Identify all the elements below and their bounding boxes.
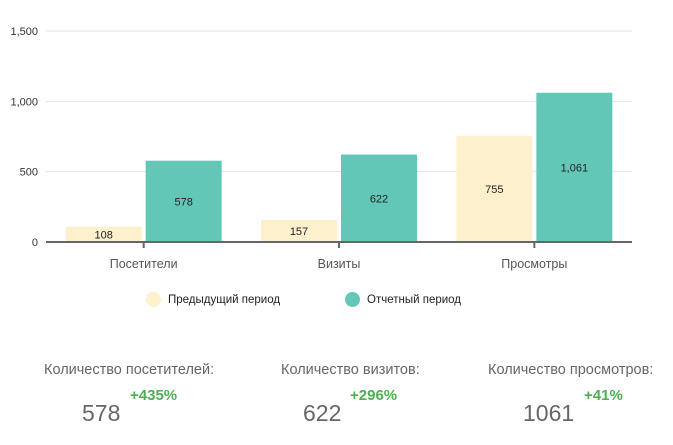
- legend-label-current: Отчетный период: [367, 293, 462, 306]
- x-tick-label: Просмотры: [501, 257, 567, 271]
- stat-visitors-change: +435%: [130, 387, 178, 404]
- x-tick-label: Посетители: [110, 257, 178, 271]
- bar-previous: [65, 226, 142, 242]
- x-tick-label: Визиты: [318, 257, 361, 271]
- y-tick-label: 1,500: [10, 26, 38, 38]
- stat-views: Количество просмотров: 1061 +41%: [488, 362, 654, 426]
- stat-visits: Количество визитов: 622 +296%: [281, 362, 420, 426]
- bar-previous: [456, 135, 533, 242]
- bar-data-label: 578: [174, 196, 192, 208]
- y-tick-label: 500: [20, 167, 38, 179]
- stat-visitors-label: Количество посетителей:: [44, 362, 215, 378]
- legend-item-current[interactable]: Отчетный период: [345, 292, 461, 307]
- bar-current: [341, 154, 417, 242]
- stat-views-value: 1061: [523, 400, 575, 426]
- legend-dot-previous: [146, 292, 161, 307]
- bar-current: [145, 160, 222, 242]
- bar-data-label: 622: [370, 193, 388, 205]
- bar-chart: 0 500 1,000 1,500 108 578 157 622 755 1,061 Посети…: [10, 26, 632, 271]
- bar-data-label: 1,061: [561, 162, 589, 174]
- stat-visits-label: Количество визитов:: [281, 362, 420, 378]
- bar-data-label: 157: [290, 226, 308, 238]
- legend-label-previous: Предыдущий период: [168, 293, 281, 306]
- stat-visits-value: 622: [303, 400, 342, 426]
- stat-views-label: Количество просмотров:: [488, 362, 654, 378]
- stat-visitors-value: 578: [82, 400, 121, 426]
- bar-data-label: 108: [94, 229, 112, 241]
- stat-views-change: +41%: [584, 387, 623, 404]
- y-tick-label: 0: [32, 237, 38, 249]
- stat-visits-change: +296%: [350, 387, 398, 404]
- legend-dot-current: [345, 292, 360, 307]
- chart-legend: Предыдущий период Отчетный период: [0, 292, 673, 314]
- bar-current: [536, 92, 613, 242]
- bar-previous: [261, 219, 337, 242]
- bar-data-label: 755: [485, 184, 503, 196]
- y-tick-label: 1,000: [10, 96, 38, 108]
- stat-visitors: Количество посетителей: 578 +435%: [44, 362, 215, 426]
- legend-item-previous[interactable]: Предыдущий период: [146, 292, 280, 307]
